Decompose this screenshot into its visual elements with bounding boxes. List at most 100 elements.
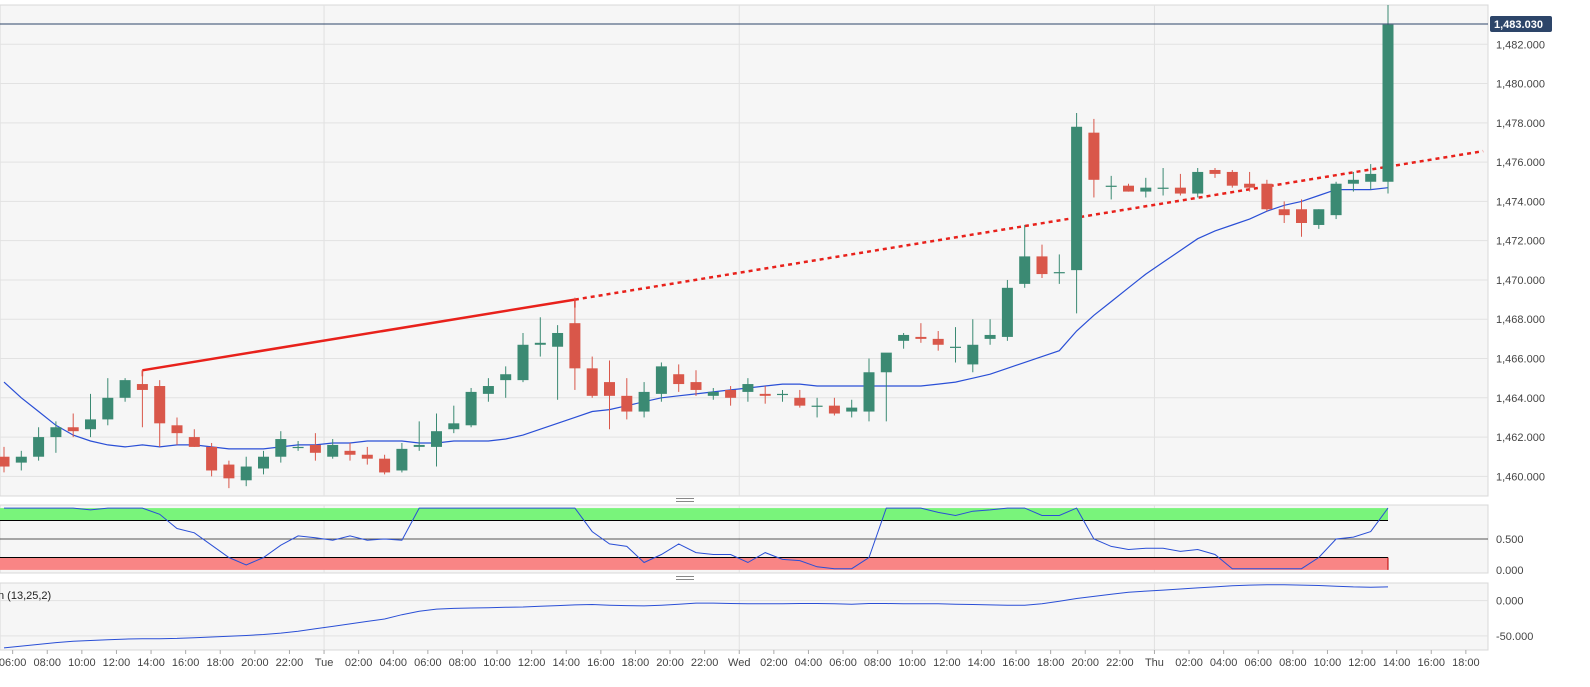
candle-body bbox=[240, 466, 252, 481]
candle-bullish bbox=[1382, 5, 1394, 194]
candle-body bbox=[534, 342, 546, 345]
candle-body bbox=[1330, 183, 1342, 216]
candle-body bbox=[915, 336, 927, 339]
candle-bullish bbox=[777, 389, 788, 402]
candle-body bbox=[863, 372, 875, 412]
x-tick-label: 10:00 bbox=[68, 657, 96, 669]
candle-bullish bbox=[327, 439, 339, 459]
candle-body bbox=[1209, 169, 1221, 174]
candle-body bbox=[448, 423, 460, 430]
candle-bearish bbox=[1244, 171, 1256, 192]
candle-bullish bbox=[1313, 209, 1325, 229]
candle-body bbox=[85, 419, 96, 430]
x-tick-label: 14:00 bbox=[137, 657, 165, 669]
candle-bearish bbox=[154, 380, 166, 447]
candle-bullish bbox=[1157, 168, 1169, 196]
trendline-dotted bbox=[574, 149, 1484, 301]
candle-body bbox=[136, 384, 148, 390]
candle-body bbox=[500, 374, 512, 381]
macd-line bbox=[3, 584, 1389, 649]
candle-bullish bbox=[517, 332, 529, 383]
candle-bearish bbox=[673, 364, 685, 392]
candle-bullish bbox=[292, 441, 304, 451]
x-tick-label: 18:00 bbox=[622, 657, 650, 669]
candle-body bbox=[119, 380, 131, 398]
candle-body bbox=[1123, 185, 1134, 192]
x-tick-label: 10:00 bbox=[483, 657, 511, 669]
x-tick-label: 10:00 bbox=[898, 657, 926, 669]
candle-body bbox=[482, 386, 494, 394]
candle-bullish bbox=[15, 450, 27, 471]
candle-body bbox=[1192, 171, 1204, 194]
candle-body bbox=[396, 448, 408, 471]
candle-body bbox=[880, 352, 892, 373]
candle-bearish bbox=[759, 386, 771, 404]
price-y-tick-label: 1,476.000 bbox=[1496, 157, 1545, 169]
candle-body bbox=[673, 374, 685, 385]
candle-body bbox=[206, 446, 218, 471]
x-tick-label: 08:00 bbox=[33, 657, 61, 669]
price-y-tick-label: 1,462.000 bbox=[1496, 432, 1545, 444]
x-tick-label: 06:00 bbox=[0, 657, 26, 669]
candle-body bbox=[794, 397, 806, 406]
oscillator-y-tick-label: 0.000 bbox=[1496, 565, 1524, 577]
price-y-tick-label: 1,464.000 bbox=[1496, 393, 1545, 405]
candle-body bbox=[604, 382, 615, 396]
candle-bullish bbox=[967, 319, 979, 373]
candle-body bbox=[517, 344, 529, 381]
candle-body bbox=[1313, 209, 1325, 225]
current-price-label: 1,483.030 bbox=[1494, 19, 1543, 31]
current-price-tag bbox=[1490, 16, 1552, 33]
candle-bullish bbox=[898, 332, 910, 349]
candle-body bbox=[102, 397, 114, 420]
candle-body bbox=[309, 444, 321, 453]
candle-body bbox=[777, 393, 788, 396]
x-tick-label: 18:00 bbox=[1037, 657, 1065, 669]
overbought-zone bbox=[0, 508, 1388, 521]
candle-body bbox=[984, 334, 996, 339]
candle-bearish bbox=[1209, 168, 1221, 178]
candle-bearish bbox=[828, 397, 840, 416]
candle-bullish bbox=[950, 327, 961, 363]
candle-body bbox=[1105, 185, 1117, 187]
x-tick-label: 04:00 bbox=[379, 657, 407, 669]
candle-bearish bbox=[0, 446, 10, 473]
price-y-tick-label: 1,468.000 bbox=[1496, 314, 1545, 326]
candle-body bbox=[586, 368, 598, 396]
x-tick-label: 14:00 bbox=[552, 657, 580, 669]
candle-bullish bbox=[742, 378, 754, 402]
candle-body bbox=[67, 427, 79, 432]
candle-body bbox=[932, 338, 944, 345]
candle-body bbox=[1296, 209, 1307, 224]
candle-bullish bbox=[1019, 224, 1031, 288]
candle-bearish bbox=[690, 370, 702, 396]
candle-body bbox=[1278, 209, 1290, 216]
candle-bullish bbox=[1330, 181, 1342, 220]
oscillator-y-tick-label: 0.500 bbox=[1496, 534, 1524, 546]
candle-body bbox=[1365, 173, 1377, 182]
candle-bullish bbox=[1192, 168, 1204, 198]
macd-indicator-label: n (13,25,2) bbox=[0, 590, 51, 602]
candle-body bbox=[1019, 256, 1031, 284]
candle-bearish bbox=[1296, 199, 1307, 237]
candle-bearish bbox=[794, 389, 806, 408]
candle-bullish bbox=[258, 450, 269, 475]
candle-bearish bbox=[725, 386, 737, 406]
candle-body bbox=[1382, 24, 1394, 182]
x-tick-label: 16:00 bbox=[1002, 657, 1030, 669]
candle-body bbox=[413, 444, 425, 447]
candle-body bbox=[1157, 187, 1169, 189]
x-tick-label: 22:00 bbox=[691, 657, 719, 669]
price-y-tick-label: 1,470.000 bbox=[1496, 275, 1545, 287]
macd-y-tick-label: -50.000 bbox=[1496, 631, 1533, 643]
x-tick-label: 04:00 bbox=[1210, 657, 1238, 669]
candle-body bbox=[33, 437, 45, 457]
candle-bullish bbox=[863, 358, 875, 422]
candle-body bbox=[759, 393, 771, 396]
candle-bearish bbox=[206, 442, 218, 477]
candle-bearish bbox=[171, 417, 183, 445]
candle-bullish bbox=[448, 405, 460, 434]
candle-body bbox=[0, 456, 10, 467]
